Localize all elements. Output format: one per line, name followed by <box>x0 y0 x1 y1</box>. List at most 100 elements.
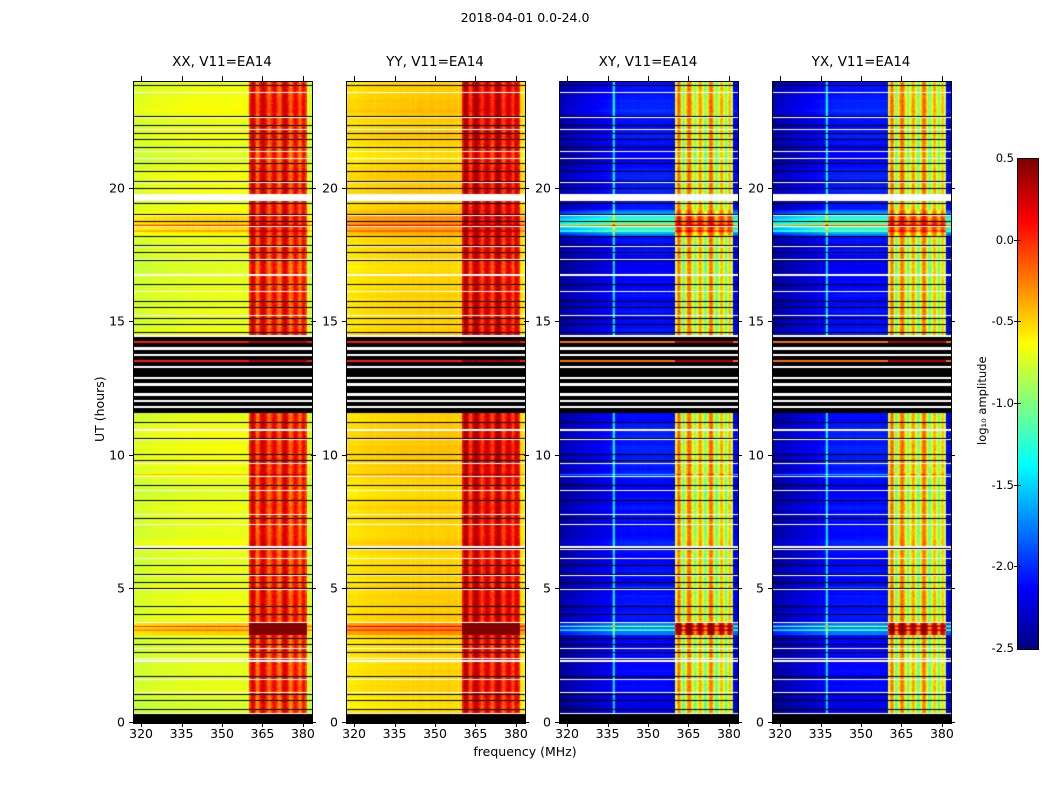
y-axis-tick-label: 20 <box>322 180 338 196</box>
y-axis-tick-mark <box>311 722 316 723</box>
y-axis-tick-mark <box>737 588 742 590</box>
y-axis-tick-label: 10 <box>322 447 338 463</box>
x-axis-tick-label: 320 <box>555 726 580 741</box>
y-axis-tick-mark <box>524 454 529 456</box>
y-axis-tick-mark <box>524 588 529 590</box>
y-axis-tick-mark <box>555 187 560 189</box>
x-axis-tick-mark <box>394 76 396 81</box>
x-axis-tick-mark <box>222 722 223 727</box>
y-axis-tick-mark <box>737 722 742 723</box>
x-axis-tick-mark <box>515 722 517 727</box>
x-axis-tick-mark <box>181 76 183 81</box>
x-axis-tick-label: 320 <box>768 726 793 741</box>
x-axis-tick-label: 350 <box>849 726 873 741</box>
x-axis-tick-label: 335 <box>382 726 407 741</box>
x-axis-tick-label: 365 <box>676 726 701 741</box>
y-axis-tick-label: 10 <box>109 447 125 463</box>
x-axis-tick-mark <box>302 722 304 727</box>
x-axis-tick-mark <box>607 76 609 81</box>
x-axis-tick-label: 365 <box>250 726 275 741</box>
y-axis-tick-label: 0 <box>330 714 338 730</box>
y-axis-tick-label: 15 <box>748 313 764 329</box>
x-axis-tick-mark <box>435 76 436 81</box>
colorbar-tick-label: 0.5 <box>995 151 1014 165</box>
x-axis-tick-mark <box>941 722 943 727</box>
x-axis-tick-mark <box>901 76 903 81</box>
y-axis-tick-mark <box>555 588 560 590</box>
panel-title-xy: XY, V11=EA14 <box>598 54 698 70</box>
x-axis-tick-label: 335 <box>169 726 194 741</box>
y-axis-tick-mark <box>737 454 742 456</box>
y-axis-tick-label: 20 <box>109 180 125 196</box>
x-axis-tick-mark <box>688 76 690 81</box>
colorbar-tick-label: -0.5 <box>991 314 1014 329</box>
x-axis-tick-mark <box>515 76 517 81</box>
x-axis-tick-mark <box>567 76 569 81</box>
x-axis-tick-mark <box>262 76 264 81</box>
y-axis-tick-mark <box>129 588 134 590</box>
y-axis-tick-mark <box>950 722 955 723</box>
y-axis-tick-mark <box>555 321 560 323</box>
x-axis-tick-label: 365 <box>463 726 488 741</box>
y-axis-tick-label: 0 <box>117 714 125 730</box>
y-axis-tick-mark <box>342 454 347 456</box>
x-axis-tick-mark <box>648 722 649 727</box>
x-axis-tick-mark <box>607 722 609 727</box>
y-axis-tick-mark <box>524 187 529 189</box>
y-axis-tick-mark <box>950 321 955 323</box>
y-axis-tick-mark <box>768 321 773 323</box>
y-axis-tick-mark <box>737 321 742 323</box>
x-axis-tick-mark <box>394 722 396 727</box>
y-axis-tick-mark <box>129 321 134 323</box>
x-axis-tick-mark <box>302 76 304 81</box>
y-axis-tick-mark <box>342 588 347 590</box>
colorbar-tick-label: -2.0 <box>991 559 1014 574</box>
y-axis-tick-mark <box>129 454 134 456</box>
y-axis-tick-mark <box>311 454 316 456</box>
y-axis-tick-mark <box>311 187 316 189</box>
x-axis-tick-mark <box>861 722 862 727</box>
x-axis-tick-mark <box>780 76 782 81</box>
x-axis-label: frequency (MHz) <box>473 744 577 759</box>
y-axis-tick-mark <box>950 187 955 189</box>
y-axis-tick-mark <box>950 454 955 456</box>
x-axis-tick-mark <box>861 76 862 81</box>
x-axis-tick-mark <box>728 76 730 81</box>
y-axis-tick-mark <box>129 187 134 189</box>
colorbar-tick-mark <box>1014 321 1021 323</box>
y-axis-tick-label: 20 <box>748 180 764 196</box>
x-axis-tick-label: 320 <box>129 726 154 741</box>
y-axis-tick-mark <box>342 722 347 723</box>
y-axis-tick-mark <box>129 722 134 723</box>
x-axis-tick-label: 350 <box>423 726 447 741</box>
x-axis-tick-label: 380 <box>290 726 315 741</box>
y-axis-tick-mark <box>768 722 773 723</box>
colorbar-tick-mark <box>1014 403 1021 404</box>
x-axis-tick-label: 335 <box>595 726 620 741</box>
panel-title-xx: XX, V11=EA14 <box>172 54 272 70</box>
x-axis-tick-label: 320 <box>342 726 367 741</box>
y-axis-tick-mark <box>768 588 773 590</box>
y-axis-tick-mark <box>524 722 529 723</box>
y-axis-tick-label: 5 <box>543 580 551 596</box>
y-axis-tick-label: 0 <box>756 714 764 730</box>
x-axis-tick-label: 380 <box>716 726 741 741</box>
x-axis-tick-mark <box>688 722 690 727</box>
x-axis-tick-mark <box>475 76 477 81</box>
colorbar-tick-label: 0.0 <box>995 232 1014 247</box>
y-axis-tick-label: 0 <box>543 714 551 730</box>
y-axis-tick-mark <box>768 454 773 456</box>
x-axis-tick-mark <box>141 722 143 727</box>
y-axis-tick-mark <box>311 321 316 323</box>
x-axis-tick-label: 350 <box>636 726 660 741</box>
colorbar-tick-label: -1.5 <box>991 477 1014 492</box>
colorbar-tick-mark <box>1014 566 1021 568</box>
y-axis-tick-mark <box>342 321 347 323</box>
waterfall-panel-yx <box>772 81 952 724</box>
x-axis-tick-label: 380 <box>929 726 954 741</box>
figure-suptitle: 2018-04-01 0.0-24.0 <box>460 10 590 25</box>
x-axis-tick-mark <box>820 76 822 81</box>
waterfall-panel-xx <box>133 81 313 724</box>
y-axis-tick-label: 10 <box>535 447 551 463</box>
waterfall-panel-yy <box>346 81 526 724</box>
